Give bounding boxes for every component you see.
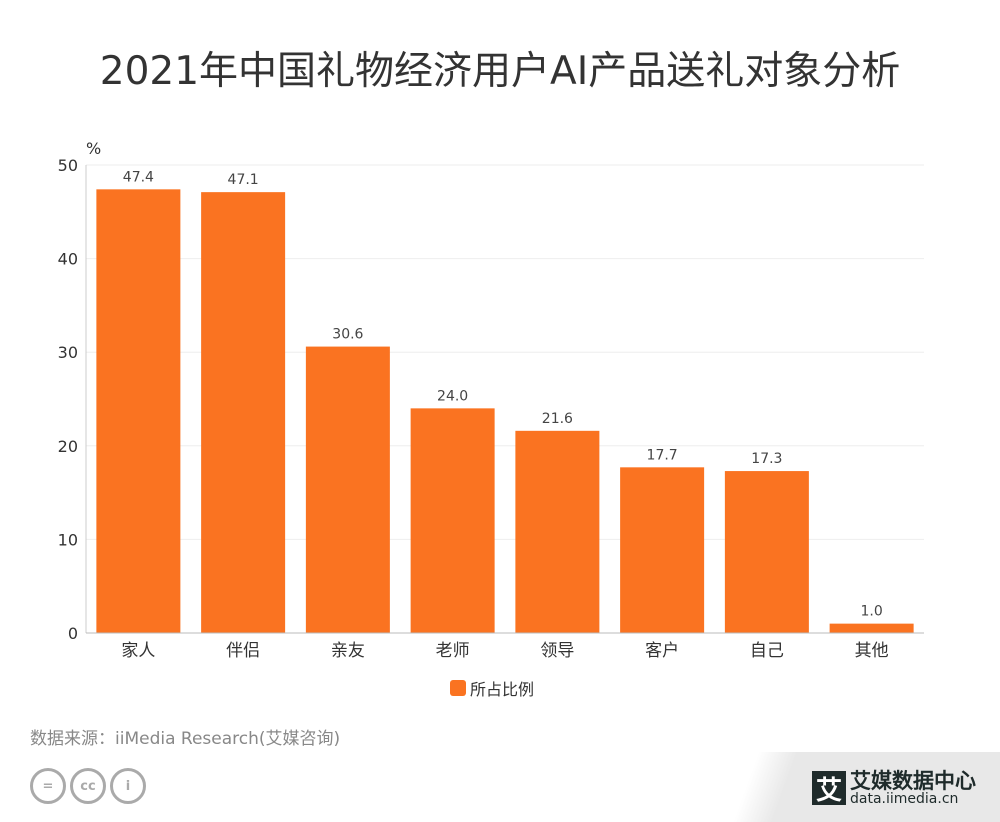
bar [724,471,809,633]
brand-name: 艾媒数据中心 [850,769,976,793]
x-tick-label: 客户 [645,641,679,661]
data-label: 47.1 [228,172,259,188]
y-tick-label: 20 [58,437,78,456]
bar [201,192,286,634]
x-tick-label: 老师 [436,641,470,661]
bar [620,467,705,633]
data-label: 21.6 [542,411,573,427]
y-tick-label: 30 [58,343,78,362]
bar [515,430,600,633]
legend[interactable]: 所占比例 [450,676,534,700]
cc-icon: cc [70,768,106,804]
y-axis-unit: % [86,139,101,158]
x-tick-label: 亲友 [331,641,365,661]
data-label: 17.3 [751,451,782,467]
brand-logo-icon: 艾 [812,771,846,806]
y-tick-label: 10 [58,530,78,549]
y-tick-label: 40 [58,250,78,269]
legend-label: 所占比例 [470,680,535,699]
nd-icon: = [30,768,66,804]
x-tick-label: 领导 [540,641,574,661]
brand-background [700,752,1000,822]
data-label: 47.4 [123,169,154,185]
x-tick-label: 家人 [121,641,155,661]
brand-url: data.iimedia.cn [850,791,959,807]
x-tick-label: 伴侣 [226,641,260,661]
data-label: 17.7 [647,447,678,463]
chart-title: 2021年中国礼物经济用户AI产品送礼对象分析 [99,49,901,94]
data-label: 1.0 [860,604,882,620]
by-icon: i [110,768,146,804]
data-label: 24.0 [437,388,468,404]
bar [96,189,181,633]
y-tick-label: 0 [68,624,78,643]
bar [829,623,914,633]
source-note: 数据来源：iiMedia Research(艾媒咨询) [30,729,341,749]
bar-chart: 0 10 20 30 40 50% 47.4 家人 47.1 伴侣 30.6 亲友 24.0 老师 21.6… [58,139,924,661]
bar [305,346,390,633]
license-icons: = cc i [30,768,146,804]
brand-logo: 艾 艾媒数据中心 data.iimedia.cn [812,770,976,806]
legend-swatch [450,680,466,696]
data-label: 30.6 [332,327,363,343]
bar [410,408,495,633]
y-tick-label: 50 [58,156,78,175]
x-tick-label: 其他 [855,641,889,661]
x-tick-label: 自己 [750,641,784,661]
